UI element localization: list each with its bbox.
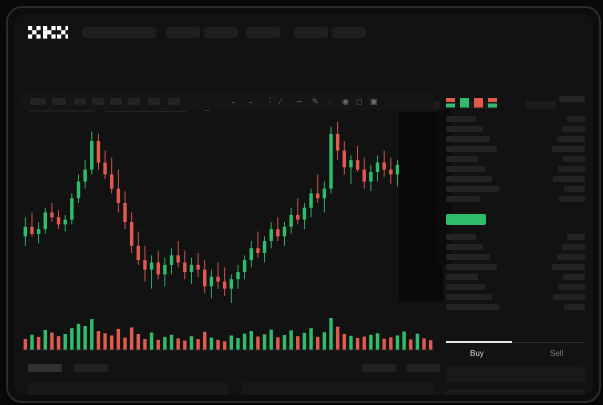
- orderbook-grouping-selector[interactable]: [559, 96, 585, 102]
- orderbook-row-value: [562, 244, 585, 250]
- buy-tab-indicator: [446, 341, 512, 343]
- timeframe-button-2[interactable]: [52, 98, 66, 105]
- orderbook-row-value: [563, 156, 585, 162]
- indicator-button[interactable]: [148, 98, 160, 105]
- orderbook-row[interactable]: [446, 254, 490, 260]
- timeframe-button-5[interactable]: [110, 98, 122, 105]
- orderbook-row-value: [558, 284, 585, 290]
- orderbook-both-icon[interactable]: [446, 95, 455, 108]
- orderbook-row[interactable]: [446, 126, 483, 132]
- tab-buy[interactable]: Buy: [470, 349, 484, 358]
- orderbook-row[interactable]: [446, 284, 485, 290]
- volume-chart: [22, 310, 434, 356]
- trash-icon[interactable]: ◻: [356, 97, 363, 106]
- orderbook-row-value: [558, 166, 585, 172]
- nav-item-5[interactable]: [332, 27, 366, 38]
- orderbook-row[interactable]: [446, 196, 480, 202]
- timeframe-button-1[interactable]: [30, 98, 46, 105]
- orderbook-bids-icon[interactable]: [460, 95, 469, 108]
- nav-item-4[interactable]: [294, 27, 328, 38]
- order-price-input[interactable]: [446, 367, 585, 383]
- timeframe-button-3[interactable]: [74, 98, 86, 105]
- candlestick-chart[interactable]: [22, 114, 434, 309]
- orderbook-row-value: [562, 126, 585, 132]
- app-screen: Spot Trading ▾ ▾ ← →: [14, 14, 593, 395]
- nav-item-1[interactable]: [166, 27, 200, 38]
- wave-icon[interactable]: ∼: [296, 97, 303, 106]
- undo-icon[interactable]: ←: [230, 97, 238, 106]
- orderbook-and-trade-panel: Buy Sell: [440, 92, 591, 395]
- magnet-icon[interactable]: ◌: [328, 97, 333, 106]
- orderbook-row[interactable]: [446, 166, 485, 172]
- tab-open-orders[interactable]: [28, 364, 62, 372]
- stat-turnover: [526, 101, 556, 109]
- okx-logo-icon[interactable]: [28, 26, 68, 39]
- crosshair-icon[interactable]: ⋮: [266, 97, 274, 106]
- tablet-device-frame: Spot Trading ▾ ▾ ← →: [6, 6, 601, 403]
- tab-positions[interactable]: [362, 364, 396, 372]
- orderbook-row-value: [553, 294, 585, 300]
- orderbook-row-value: [564, 186, 585, 192]
- top-navigation-bar: [14, 14, 593, 48]
- orderbook-row[interactable]: [446, 176, 492, 182]
- orderbook-row[interactable]: [446, 136, 490, 142]
- orderbook-row[interactable]: [446, 274, 478, 280]
- orderbook-row-value: [557, 254, 585, 260]
- market-header-bar: Spot Trading ▾ ▾: [14, 48, 593, 112]
- orderbook-grouped-icon[interactable]: [488, 95, 497, 108]
- bottom-panel-left: [28, 382, 228, 395]
- orderbook-asks-list[interactable]: [440, 114, 591, 210]
- orderbook-row[interactable]: [446, 264, 497, 270]
- orderbook-view-tabs: [440, 92, 591, 108]
- orderbook-row-value: [559, 196, 585, 202]
- chart-type-button[interactable]: [168, 98, 180, 105]
- orderbook-row-value: [552, 264, 585, 270]
- orderbook-row-value: [553, 176, 585, 182]
- timeframe-button-6[interactable]: [128, 98, 140, 105]
- orderbook-mid-price: [446, 214, 486, 225]
- chart-toolbar: ← → ⋮ ∕ ∼ ✎ ◌ ◉ ◻ ▣: [22, 92, 434, 110]
- orderbook-row[interactable]: [446, 116, 476, 122]
- orderbook-row[interactable]: [446, 244, 483, 250]
- buy-sell-tab-divider: [446, 342, 585, 343]
- orderbook-row-value: [563, 274, 585, 280]
- search-input[interactable]: [82, 27, 156, 38]
- orderbook-row[interactable]: [446, 186, 499, 192]
- eye-icon[interactable]: ◉: [342, 97, 349, 106]
- tab-sell[interactable]: Sell: [550, 349, 564, 358]
- tab-order-history[interactable]: [74, 364, 108, 372]
- timeframe-button-4[interactable]: [92, 98, 104, 105]
- orderbook-row[interactable]: [446, 156, 478, 162]
- orderbook-row[interactable]: [446, 234, 476, 240]
- orderbook-row-value: [557, 136, 585, 142]
- pencil-icon[interactable]: ✎: [312, 97, 319, 106]
- tab-assets[interactable]: [406, 364, 440, 372]
- orderbook-bids-list[interactable]: [440, 232, 591, 312]
- orderbook-asks-icon[interactable]: [474, 95, 483, 108]
- redo-icon[interactable]: →: [246, 97, 254, 106]
- orderbook-row[interactable]: [446, 304, 499, 310]
- nav-item-3[interactable]: [246, 27, 280, 38]
- camera-icon[interactable]: ▣: [370, 97, 378, 106]
- orderbook-row-value: [564, 304, 585, 310]
- line-icon[interactable]: ∕: [280, 97, 282, 106]
- orderbook-row-value: [567, 234, 585, 240]
- nav-item-2[interactable]: [204, 27, 238, 38]
- orderbook-row-value: [567, 116, 585, 122]
- order-amount-input[interactable]: [446, 389, 585, 395]
- chart-overlay-panel: [399, 112, 443, 302]
- orderbook-row[interactable]: [446, 146, 497, 152]
- bottom-panel-right: [242, 382, 434, 395]
- orderbook-row[interactable]: [446, 294, 492, 300]
- orderbook-row-value: [552, 146, 585, 152]
